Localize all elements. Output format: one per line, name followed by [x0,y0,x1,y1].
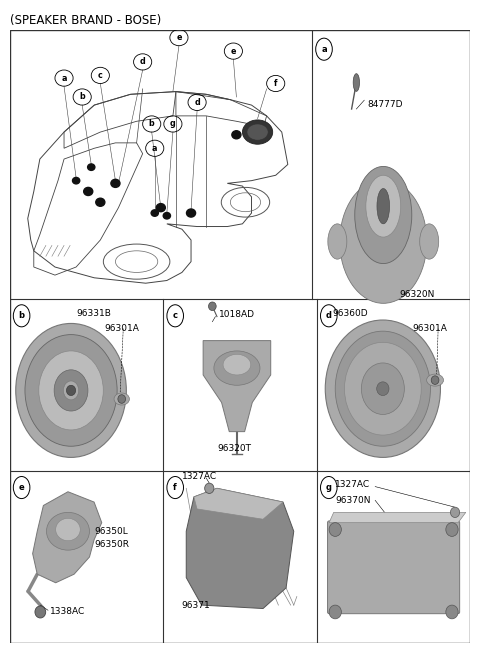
Text: a: a [152,144,157,153]
Text: d: d [326,312,332,320]
Circle shape [151,210,158,216]
Circle shape [204,483,214,493]
Circle shape [96,198,105,206]
Text: b: b [79,92,85,102]
Ellipse shape [54,370,88,411]
Circle shape [232,131,241,139]
Text: f: f [173,483,177,492]
Circle shape [208,302,216,310]
Text: d: d [140,58,145,66]
Text: 1327AC: 1327AC [181,472,217,481]
Polygon shape [329,512,466,523]
Text: 96301A: 96301A [412,324,447,333]
Circle shape [118,395,126,403]
Text: f: f [274,79,277,88]
Ellipse shape [325,320,441,457]
Text: a: a [61,73,67,83]
Text: 96320T: 96320T [217,444,251,453]
Text: 1018AD: 1018AD [218,310,254,319]
Text: (SPEAKER BRAND - BOSE): (SPEAKER BRAND - BOSE) [10,14,161,28]
Circle shape [377,382,389,396]
Circle shape [111,179,120,188]
Ellipse shape [47,512,89,550]
Text: d: d [194,98,200,107]
Text: g: g [326,483,332,492]
Text: c: c [98,71,103,80]
Circle shape [329,605,341,619]
Text: 96320N: 96320N [399,290,434,299]
Ellipse shape [340,180,427,303]
Circle shape [377,188,390,224]
Text: b: b [149,119,155,129]
Circle shape [329,523,341,537]
Circle shape [88,164,95,171]
Ellipse shape [242,120,273,144]
Ellipse shape [328,224,347,259]
Text: b: b [19,312,24,320]
FancyBboxPatch shape [327,521,460,613]
Ellipse shape [427,374,444,386]
Ellipse shape [361,363,404,415]
Circle shape [353,73,360,91]
Ellipse shape [247,124,268,140]
Ellipse shape [63,381,79,400]
Ellipse shape [345,342,421,435]
Ellipse shape [214,351,260,385]
Circle shape [187,209,195,217]
Text: e: e [19,483,24,492]
Ellipse shape [223,354,251,375]
Circle shape [446,523,458,537]
Circle shape [163,213,170,219]
Text: 96371: 96371 [181,601,210,609]
Circle shape [72,177,80,184]
Ellipse shape [355,167,412,264]
Circle shape [84,188,93,195]
Circle shape [35,606,46,618]
Polygon shape [186,488,294,609]
Text: 96331B: 96331B [77,308,111,318]
Text: e: e [230,47,236,56]
Text: 96360D: 96360D [332,308,368,318]
Text: 96350R: 96350R [94,541,129,550]
Ellipse shape [16,323,126,457]
Text: 96370N: 96370N [335,496,371,505]
Text: 1338AC: 1338AC [49,607,85,617]
Circle shape [156,203,165,212]
Ellipse shape [39,351,103,430]
Polygon shape [194,488,283,520]
Circle shape [431,376,439,384]
Circle shape [446,605,458,619]
Ellipse shape [56,518,80,541]
Text: g: g [170,119,176,129]
Circle shape [66,385,76,396]
Ellipse shape [25,335,117,446]
Ellipse shape [420,224,439,259]
Text: 1327AC: 1327AC [335,480,371,489]
Ellipse shape [114,393,130,405]
Ellipse shape [335,331,431,446]
Text: 96301A: 96301A [105,324,140,333]
Circle shape [450,507,460,518]
Text: c: c [173,312,178,320]
Text: 96350L: 96350L [94,527,128,536]
Text: a: a [321,45,327,54]
Polygon shape [203,340,271,432]
Ellipse shape [366,175,401,237]
Text: 84777D: 84777D [368,100,403,109]
Text: e: e [176,33,182,42]
Polygon shape [33,492,102,583]
